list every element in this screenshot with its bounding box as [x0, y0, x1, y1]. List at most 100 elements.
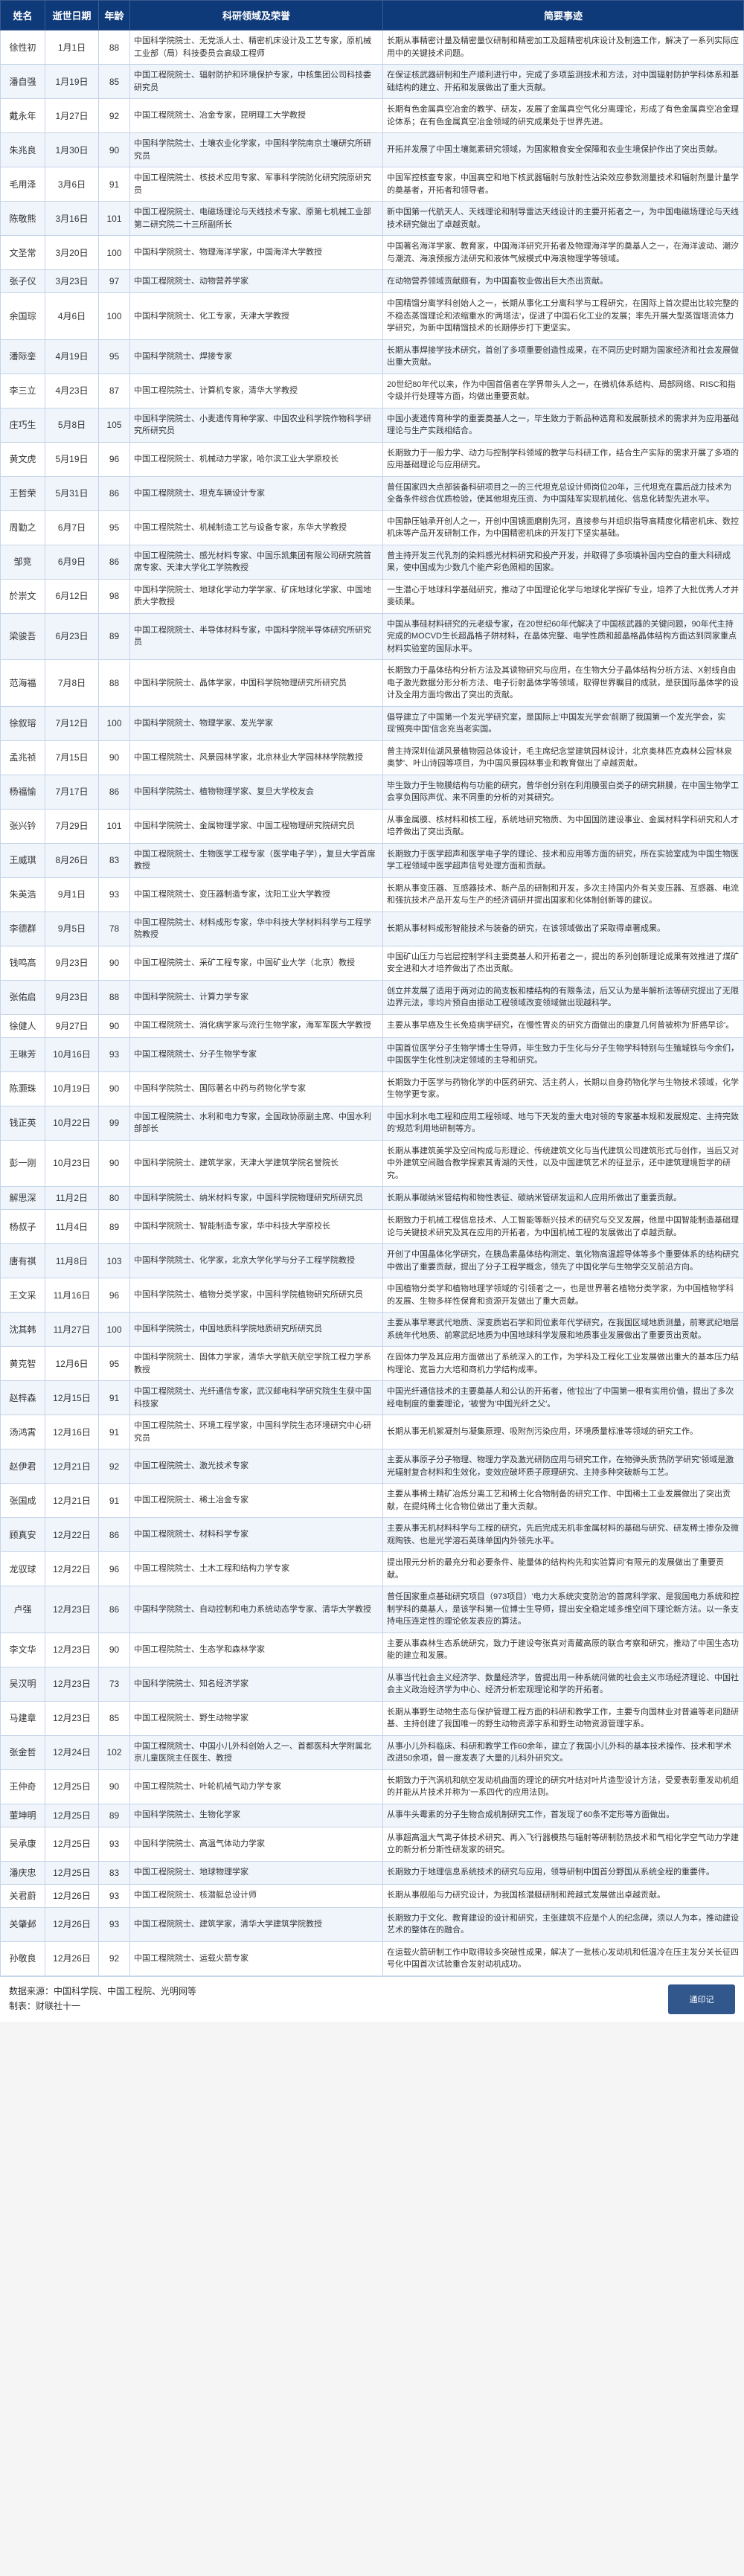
- table-row: 文圣常3月20日100中国科学院院士、物理海洋学家，中国海洋大学教授中国著名海洋…: [1, 236, 744, 270]
- cell-age: 90: [99, 740, 130, 775]
- cell-field: 中国工程院院士、机械动力学家，哈尔滨工业大学原校长: [130, 442, 383, 476]
- table-row: 关肇邺12月26日93中国工程院院士、建筑学家，清华大学建筑学院教授长期致力于文…: [1, 1907, 744, 1941]
- cell-field: 中国科学院院士、物理学家、发光学家: [130, 706, 383, 740]
- cell-age: 96: [99, 442, 130, 476]
- table-row: 李三立4月23日87中国工程院院士、计算机专家，清华大学教授20世纪80年代以来…: [1, 374, 744, 408]
- cell-name: 马建章: [1, 1701, 45, 1735]
- cell-date: 11月4日: [45, 1210, 99, 1244]
- cell-field: 中国科学院院士、高温气体动力学家: [130, 1827, 383, 1861]
- cell-name: 余国琮: [1, 293, 45, 340]
- table-row: 陈灏珠10月19日90中国科学院院士、国际著名中药与药物化学专家长期致力于医学与…: [1, 1071, 744, 1106]
- cell-name: 王威琪: [1, 843, 45, 877]
- table-row: 沈其韩11月27日100中国科学院院士，中国地质科学院地质研究所研究员主要从事早…: [1, 1313, 744, 1347]
- cell-field: 中国工程院院士、叶轮机械气动力学专家: [130, 1769, 383, 1804]
- cell-field: 中国工程院院士、水利和电力专家，全国政协原副主席、中国水利部部长: [130, 1106, 383, 1140]
- table-row: 邹竞6月9日86中国工程院院士、感光材料专家、中国乐凯集团有限公司研究院首席专家…: [1, 545, 744, 579]
- cell-field: 中国工程院院士、材料科学专家: [130, 1518, 383, 1552]
- table-row: 王威琪8月26日83中国工程院院士、生物医学工程专家（医学电子学），复旦大学首席…: [1, 843, 744, 877]
- cell-name: 唐有祺: [1, 1244, 45, 1278]
- cell-age: 85: [99, 65, 130, 99]
- cell-name: 李德群: [1, 911, 45, 946]
- cell-date: 12月16日: [45, 1415, 99, 1449]
- cell-event: 长期致力于医学与药物化学的中医药研究、活主药人，长期以自身药物化学与生物技术领域…: [383, 1071, 744, 1106]
- cell-field: 中国科学院院士、晶体学家，中国科学院物理研究所研究员: [130, 660, 383, 707]
- cell-event: 中国静压轴承开创人之一，开创中国镜面磨削先河，直接参与并组织指导高精度化精密机床…: [383, 510, 744, 545]
- cell-date: 7月17日: [45, 775, 99, 809]
- table-row: 王仲奇12月25日90中国工程院院士、叶轮机械气动力学专家长期致力于汽涡机和航空…: [1, 1769, 744, 1804]
- table-row: 范海福7月8日88中国科学院院士、晶体学家，中国科学院物理研究所研究员长期致力于…: [1, 660, 744, 707]
- table-row: 孙敬良12月26日92中国工程院院士、运载火箭专家在运载火箭研制工作中取得较多突…: [1, 1941, 744, 1976]
- table-row: 孟兆祯7月15日90中国工程院院士、风景园林学家，北京林业大学园林林学院教授曾主…: [1, 740, 744, 775]
- cell-event: 中国光纤通信技术的主要奠基人和公认的开拓者，他'拉出'了中国第一根有实用价值，提…: [383, 1381, 744, 1415]
- table-row: 彭一刚10月23日90中国科学院院士、建筑学家，天津大学建筑学院名誉院长长期从事…: [1, 1140, 744, 1187]
- cell-field: 中国工程院院士、中国小儿外科创始人之一、首都医科大学附属北京儿童医院主任医生、教…: [130, 1735, 383, 1769]
- cell-name: 潘自强: [1, 65, 45, 99]
- cell-field: 中国科学院院士、化学家，北京大学化学与分子工程学院教授: [130, 1244, 383, 1278]
- cell-date: 12月23日: [45, 1586, 99, 1633]
- cell-field: 中国科学院院士、建筑学家，天津大学建筑学院名誉院长: [130, 1140, 383, 1187]
- cell-field: 中国工程院院士、辐射防护和环境保护专家，中核集团公司科技委研究员: [130, 65, 383, 99]
- cell-date: 6月23日: [45, 613, 99, 660]
- cell-name: 庄巧生: [1, 408, 45, 442]
- cell-event: 长期从事焊接学技术研究，首创了多项重要创造性成果，在不同历史时期为国家经济和社会…: [383, 339, 744, 374]
- table-row: 赵梓森12月15日91中国工程院院士、光纤通信专家，武汉邮电科学研究院生生获中国…: [1, 1381, 744, 1415]
- cell-date: 1月1日: [45, 31, 99, 65]
- cell-field: 中国工程院院士、半导体材料专家，中国科学院半导体研究所研究员: [130, 613, 383, 660]
- cell-age: 90: [99, 133, 130, 167]
- cell-event: 长期致力于医学超声和医学电子学的理论、技术和应用等方面的研究，所在实验室成为中国…: [383, 843, 744, 877]
- table-row: 潘自强1月19日85中国工程院院士、辐射防护和环境保护专家，中核集团公司科技委研…: [1, 65, 744, 99]
- cell-age: 97: [99, 270, 130, 293]
- cell-event: 曾任国家重点基础研究项目（973项目）'电力大系统灾变防治'的首席科学家、是我国…: [383, 1586, 744, 1633]
- cell-date: 11月2日: [45, 1187, 99, 1210]
- cell-name: 张佑启: [1, 980, 45, 1014]
- cell-date: 12月24日: [45, 1735, 99, 1769]
- cell-age: 100: [99, 293, 130, 340]
- cell-age: 91: [99, 1415, 130, 1449]
- cell-name: 戴永年: [1, 99, 45, 133]
- cell-date: 11月27日: [45, 1313, 99, 1347]
- cell-field: 中国科学院院士、土壤农业化学家，中国科学院南京土壤研究所研究员: [130, 133, 383, 167]
- cell-event: 开拓并发展了中国土壤氮素研究领域，为国家粮食安全保障和农业生境保护作出了突出贡献…: [383, 133, 744, 167]
- cell-age: 88: [99, 660, 130, 707]
- cell-age: 92: [99, 1941, 130, 1976]
- cell-age: 86: [99, 476, 130, 510]
- cell-field: 中国工程院院士、变压器制造专家，沈阳工业大学教授: [130, 877, 383, 911]
- cell-name: 黄文虎: [1, 442, 45, 476]
- cell-age: 99: [99, 1106, 130, 1140]
- header-event: 简要事迹: [383, 1, 744, 31]
- table-row: 张国成12月21日91中国工程院院士、稀土冶金专家主要从事稀土精矿冶炼分离工艺和…: [1, 1484, 744, 1518]
- cell-event: 在动物营养领域贡献颇有，为中国畜牧业做出巨大杰出贡献。: [383, 270, 744, 293]
- cell-age: 91: [99, 1381, 130, 1415]
- cell-field: 中国工程院院士、生物医学工程专家（医学电子学），复旦大学首席教授: [130, 843, 383, 877]
- cell-date: 12月26日: [45, 1907, 99, 1941]
- cell-event: 长期致力于晶体结构分析方法及其读物研究与应用，在生物大分子晶体结构分析方法、X射…: [383, 660, 744, 707]
- cell-event: 中国水利水电工程和应用工程领域、地与下天发的重大电对领的专家基本规和发展规定、主…: [383, 1106, 744, 1140]
- cell-date: 9月5日: [45, 911, 99, 946]
- cell-age: 78: [99, 911, 130, 946]
- cell-event: 毕生致力于生物膜结构与功能的研究，曾华创分别在利用膜蛋白类子的研究耕膜，在中国生…: [383, 775, 744, 809]
- cell-event: 主要从事原子分子物理、物理力学及激光研防应用与研究工作，在物弹头质'热防学研究'…: [383, 1449, 744, 1484]
- header-name: 姓名: [1, 1, 45, 31]
- cell-event: 主要从事早寒武代地质、深变质岩石学和同位素年代学研究，在我国区域地质测量，前寒武…: [383, 1313, 744, 1347]
- cell-name: 张子仪: [1, 270, 45, 293]
- cell-age: 101: [99, 202, 130, 236]
- cell-date: 9月27日: [45, 1014, 99, 1037]
- cell-event: 倡导建立了中国第一个发光学研究室，是国际上'中国发光学会'前期了我国第一个发光学…: [383, 706, 744, 740]
- cell-age: 86: [99, 1586, 130, 1633]
- cell-field: 中国科学院院士、焊接专家: [130, 339, 383, 374]
- table-row: 戴永年1月27日92中国工程院院士、冶金专家，昆明理工大学教授长期有色金属真空冶…: [1, 99, 744, 133]
- cell-date: 3月16日: [45, 202, 99, 236]
- table-row: 吴汉明12月23日73中国科学院院士、知名经济学家从事当代社会主义经济学、数量经…: [1, 1667, 744, 1701]
- cell-age: 86: [99, 545, 130, 579]
- table-row: 解思深11月2日80中国科学院院士、纳米材料专家，中国科学院物理研究所研究员长期…: [1, 1187, 744, 1210]
- cell-age: 101: [99, 809, 130, 843]
- cell-date: 12月26日: [45, 1941, 99, 1976]
- cell-date: 12月25日: [45, 1827, 99, 1861]
- cell-age: 87: [99, 374, 130, 408]
- cell-event: 曾主持深圳仙湖风景植物园总体设计，毛主席纪念堂建筑园林设计，北京奥林匹克森林公园…: [383, 740, 744, 775]
- table-row: 董坤明12月25日89中国科学院院士、生物化学家从事牛头霉素的分子生物合成机制研…: [1, 1804, 744, 1827]
- cell-date: 12月25日: [45, 1769, 99, 1804]
- cell-date: 8月26日: [45, 843, 99, 877]
- cell-name: 关肇邺: [1, 1907, 45, 1941]
- table-row: 朱英浩9月1日93中国工程院院士、变压器制造专家，沈阳工业大学教授长期从事变压器…: [1, 877, 744, 911]
